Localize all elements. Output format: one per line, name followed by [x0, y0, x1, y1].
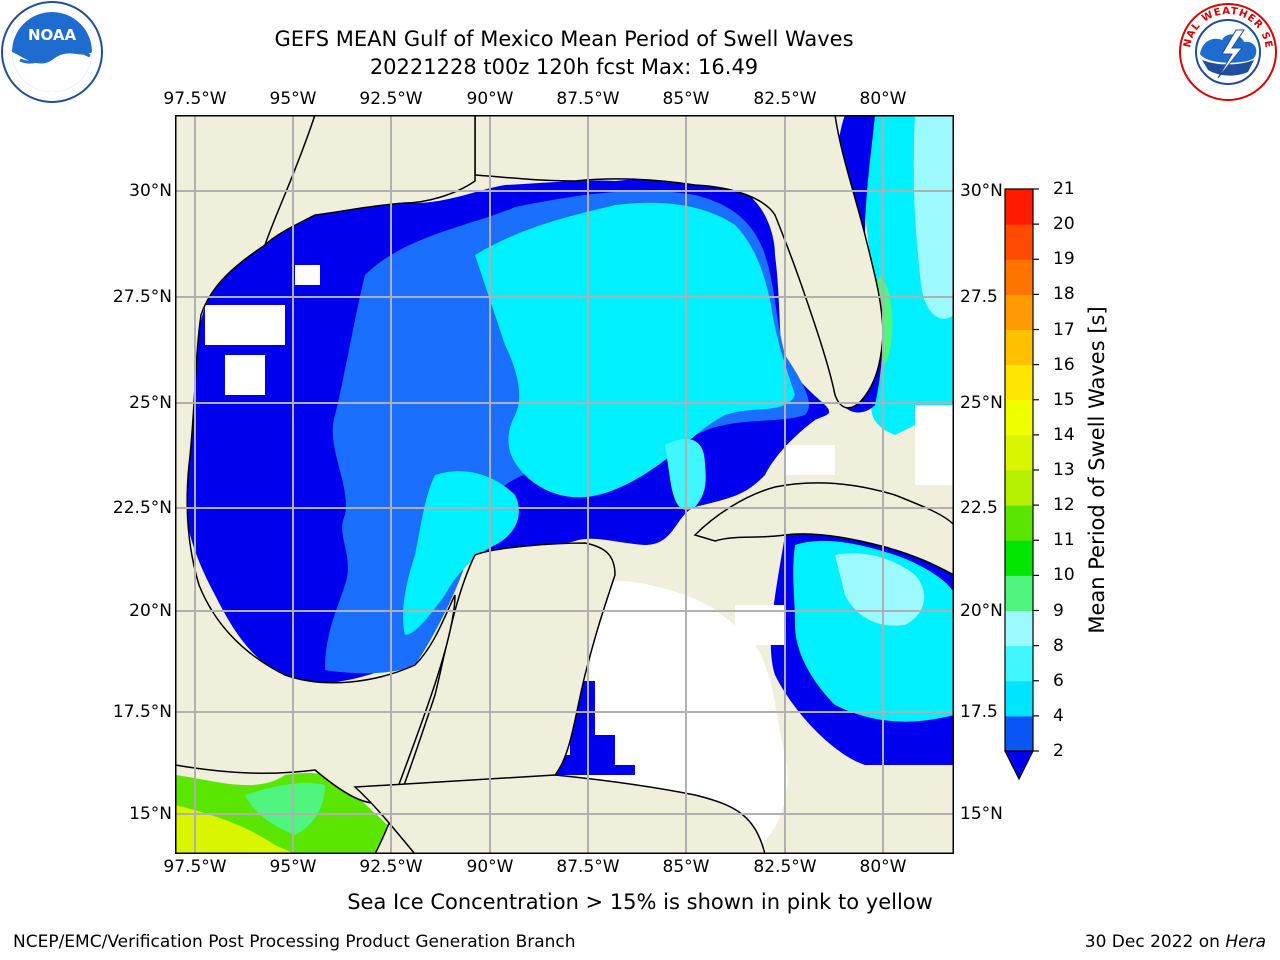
- lon-tick-bottom: 90°W: [466, 857, 514, 877]
- colorbar-tick-label: 16: [1053, 354, 1075, 375]
- colorbar-tick-label: 2: [1053, 741, 1064, 761]
- colorbar-segment: [1005, 505, 1033, 541]
- colorbar-tick-label: 10: [1053, 565, 1075, 586]
- nodata-patch: [225, 355, 265, 395]
- colorbar-tick-label: 6: [1053, 670, 1064, 691]
- pacific-swell-green: [245, 783, 325, 835]
- colorbar-segment: [1005, 364, 1033, 401]
- lat-tick-left: 22.5°N: [112, 498, 172, 518]
- lon-tick-top: 82.5°W: [753, 89, 817, 109]
- chart-title: GEFS MEAN Gulf of Mexico Mean Period of …: [274, 27, 854, 51]
- lat-tick-right: 27.5: [960, 287, 998, 307]
- colorbar-segment: [1005, 224, 1033, 260]
- chart-subtitle: 20221228 t00z 120h fcst Max: 16.49: [369, 55, 759, 79]
- footer-date: 30 Dec 2022 on Hera: [1085, 932, 1266, 952]
- lat-tick-left: 27.5°N: [112, 287, 172, 307]
- lon-tick-top: 87.5°W: [556, 89, 620, 109]
- colorbar-segment: [1005, 329, 1033, 366]
- footer-machine: Hera: [1225, 932, 1266, 952]
- colorbar-segment: [1005, 575, 1033, 611]
- footer-date-text: 30 Dec 2022 on: [1084, 932, 1220, 952]
- lat-tick-right: 22.5: [960, 498, 998, 518]
- pacific-swell-yellow-green: [175, 805, 295, 854]
- lat-tick-left: 15°N: [129, 804, 172, 824]
- colorbar-tick-label: 4: [1053, 705, 1064, 726]
- lat-tick-left: 17.5°N: [112, 702, 172, 722]
- lon-tick-top: 92.5°W: [359, 89, 423, 109]
- colorbar-tick-label: 21: [1053, 179, 1075, 199]
- colorbar-tick-label: 13: [1053, 460, 1075, 480]
- lon-tick-bottom: 92.5°W: [359, 857, 423, 877]
- colorbar-tick-label: 17: [1053, 319, 1075, 340]
- nodata-patch: [295, 265, 320, 285]
- lat-tick-right: 15°N: [960, 804, 1003, 824]
- colorbar-segment: [1005, 399, 1033, 436]
- colorbar-segment: [1005, 645, 1033, 682]
- colorbar-segment: [1005, 434, 1033, 471]
- map-panel: [175, 115, 954, 854]
- colorbar-segment: [1005, 540, 1033, 576]
- colorbar-tick-label: 20: [1053, 214, 1075, 235]
- noaa-logo: NOAA: [1, 1, 103, 103]
- lon-tick-top: 80°W: [859, 89, 907, 109]
- caribbean-swell-pale: [835, 553, 925, 626]
- lon-tick-bottom: 85°W: [662, 857, 710, 877]
- gridlines: [175, 115, 954, 854]
- nws-logo: NATIONAL WEATHER SERVICE: [1178, 2, 1277, 101]
- lat-tick-left: 20°N: [129, 601, 172, 621]
- colorbar: [1004, 188, 1039, 781]
- lat-tick-right: 25°N: [960, 393, 1003, 413]
- colorbar-segment: [1005, 189, 1033, 225]
- us-gulf-coast-land: [264, 115, 476, 246]
- noaa-logo-text: NOAA: [28, 26, 77, 44]
- colorbar-segment: [1005, 680, 1033, 717]
- colorbar-tick-label: 9: [1053, 600, 1064, 621]
- lon-tick-bottom: 87.5°W: [556, 857, 620, 877]
- colorbar-segment: [1005, 470, 1033, 506]
- sea-ice-note: Sea Ice Concentration > 15% is shown in …: [0, 890, 1280, 914]
- colorbar-tick-label: 19: [1053, 249, 1075, 270]
- lon-tick-bottom: 97.5°W: [163, 857, 227, 877]
- colorbar-extend-arrow: [1004, 750, 1034, 781]
- lon-tick-top: 95°W: [269, 89, 317, 109]
- lat-tick-right: 17.5: [960, 702, 998, 722]
- colorbar-tick-label: 8: [1053, 635, 1064, 656]
- lat-tick-left: 25°N: [129, 393, 172, 413]
- lat-tick-right: 20°N: [960, 601, 1003, 621]
- colorbar-tick-label: 18: [1053, 284, 1075, 305]
- map-frame: [175, 115, 954, 854]
- nodata-patch: [785, 445, 835, 475]
- colorbar-tick-label: 12: [1053, 495, 1075, 516]
- colorbar-segment: [1005, 610, 1033, 647]
- colorbar-segment: [1005, 715, 1033, 752]
- nodata-patch: [915, 405, 954, 485]
- lon-tick-top: 97.5°W: [163, 89, 227, 109]
- footer-credit: NCEP/EMC/Verification Post Processing Pr…: [13, 932, 576, 952]
- lat-tick-right: 30°N: [960, 181, 1003, 201]
- lon-tick-bottom: 80°W: [859, 857, 907, 877]
- colorbar-tick-label: 11: [1053, 530, 1075, 551]
- yucatan-land: [374, 542, 616, 854]
- gulf-swell-cyan: [475, 202, 795, 498]
- colorbar-tick-label: 14: [1053, 424, 1075, 445]
- colorbar-label: Mean Period of Swell Waves [s]: [1085, 306, 1109, 634]
- colorbar-segment: [1005, 294, 1033, 330]
- colorbar-tick-label: 15: [1053, 389, 1075, 410]
- lon-tick-bottom: 82.5°W: [753, 857, 817, 877]
- lon-tick-top: 85°W: [662, 89, 710, 109]
- colorbar-segment: [1005, 259, 1033, 295]
- lon-tick-bottom: 95°W: [269, 857, 317, 877]
- sea-ice-note-text: Sea Ice Concentration > 15% is shown in …: [347, 890, 933, 914]
- nodata-patch: [205, 305, 285, 345]
- lat-tick-left: 30°N: [129, 181, 172, 201]
- atlantic-swell-pale: [913, 115, 954, 319]
- lon-tick-top: 90°W: [466, 89, 514, 109]
